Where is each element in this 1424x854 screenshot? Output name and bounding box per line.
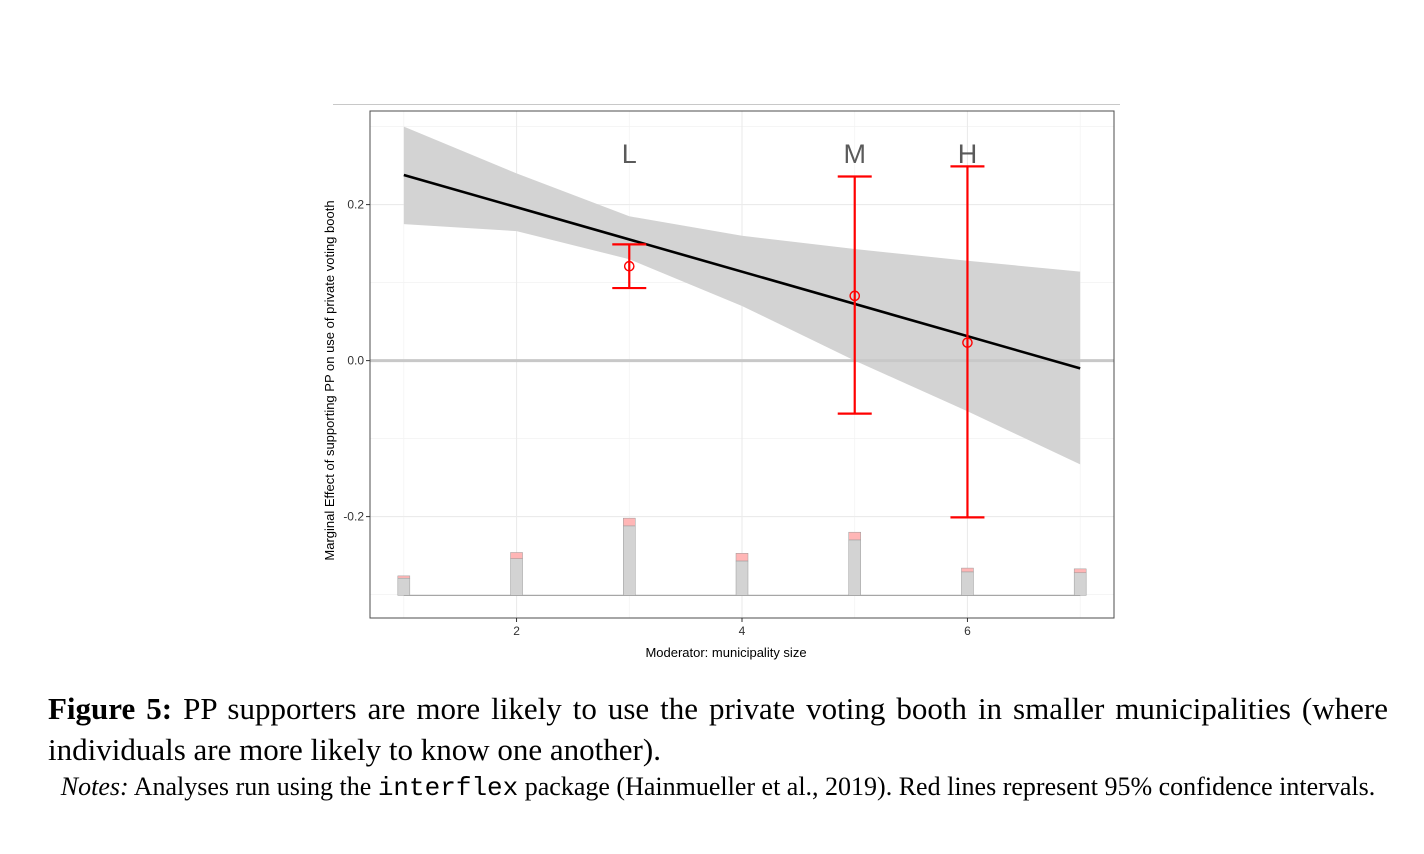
top-rule: [333, 104, 1120, 105]
y-tick-label: 0.2: [347, 198, 364, 212]
bin-label-H: H: [958, 139, 978, 169]
histogram-bar-gray: [1073, 572, 1087, 596]
marginal-effect-chart: L M H 2 4 6 -0.2 0.0 0.2 Moderator: municipality …: [322, 110, 1115, 660]
histogram-bar-gray: [848, 539, 861, 596]
bin-label-L: L: [622, 139, 637, 169]
notes-text-after: package (Hainmueller et al., 2019). Red …: [518, 772, 1376, 801]
histogram-bar-gray: [735, 560, 749, 596]
notes-text-before: Analyses run using the: [128, 772, 378, 801]
histogram-bar-pink: [623, 517, 636, 527]
y-axis-title: Marginal Effect of supporting PP on use …: [322, 200, 337, 560]
bin-estimate-point-H: [962, 337, 973, 348]
histogram-bar-pink: [735, 553, 749, 562]
histogram-bar-gray: [397, 577, 411, 596]
notes-package: interflex: [377, 773, 519, 803]
x-tick-label: 2: [513, 624, 520, 638]
y-tick-label: -0.2: [343, 510, 364, 524]
histogram-bar-pink: [510, 552, 523, 559]
x-tick-label: 6: [964, 624, 971, 638]
x-axis-title: Moderator: municipality size: [645, 645, 806, 660]
x-tick-label: 4: [739, 624, 746, 638]
bin-estimate-point-L: [623, 260, 635, 272]
y-tick-label: 0.0: [347, 354, 364, 368]
notes-label: Notes:: [60, 772, 129, 801]
histogram-bar-pink: [1073, 568, 1087, 574]
confidence-band: [403, 126, 1081, 465]
bin-label-M: M: [843, 139, 866, 169]
histogram-bar-pink: [397, 575, 411, 579]
histogram-bar-pink: [961, 567, 974, 573]
histogram-bar-gray: [510, 558, 523, 596]
figure-notes: Notes: Analyses run using the interflex …: [60, 769, 1376, 806]
bin-estimate-point-M: [849, 290, 861, 302]
histogram-bar-gray: [623, 525, 636, 596]
histogram-bar-pink: [848, 531, 861, 541]
caption-text: PP supporters are more likely to use the…: [48, 691, 1388, 767]
caption-label: Figure 5:: [48, 691, 173, 726]
histogram-bar-gray: [961, 571, 974, 596]
figure-caption: Figure 5: PP supporters are more likely …: [48, 688, 1388, 770]
